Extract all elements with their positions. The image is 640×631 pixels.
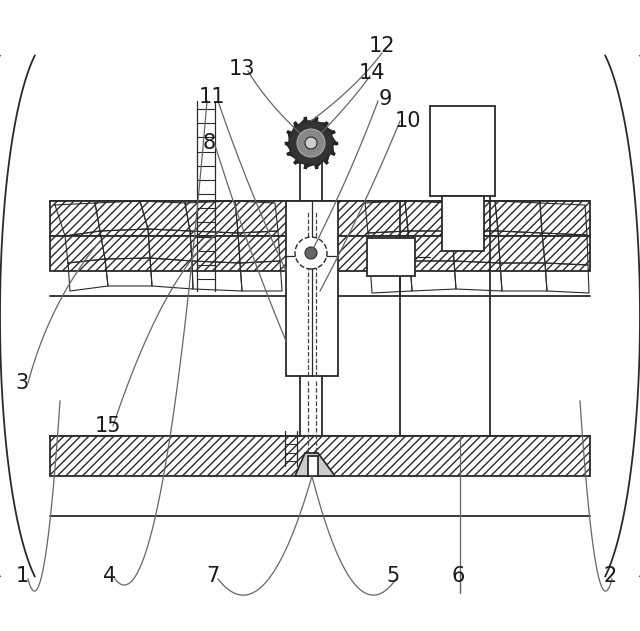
Bar <box>286 201 338 376</box>
Circle shape <box>297 129 325 157</box>
Bar <box>308 456 318 476</box>
Text: 15: 15 <box>95 416 121 436</box>
Bar <box>50 236 590 271</box>
Text: 13: 13 <box>228 59 255 79</box>
Polygon shape <box>295 453 335 476</box>
Bar <box>367 238 415 276</box>
Text: 3: 3 <box>15 373 29 393</box>
Text: 5: 5 <box>387 566 399 586</box>
Circle shape <box>295 237 327 269</box>
Circle shape <box>305 247 317 259</box>
Text: 6: 6 <box>451 566 465 586</box>
Bar <box>50 201 590 236</box>
Text: 11: 11 <box>199 87 225 107</box>
Circle shape <box>289 121 333 165</box>
Bar <box>430 106 495 196</box>
Text: 2: 2 <box>604 566 616 586</box>
Text: 1: 1 <box>15 566 29 586</box>
Bar <box>442 196 484 251</box>
Text: 10: 10 <box>395 111 421 131</box>
Text: 7: 7 <box>206 566 220 586</box>
Text: 14: 14 <box>359 63 385 83</box>
Text: 12: 12 <box>369 36 396 56</box>
Bar <box>50 436 590 476</box>
Text: 8: 8 <box>202 133 216 153</box>
Text: 4: 4 <box>104 566 116 586</box>
Text: 9: 9 <box>378 89 392 109</box>
Circle shape <box>305 137 317 149</box>
